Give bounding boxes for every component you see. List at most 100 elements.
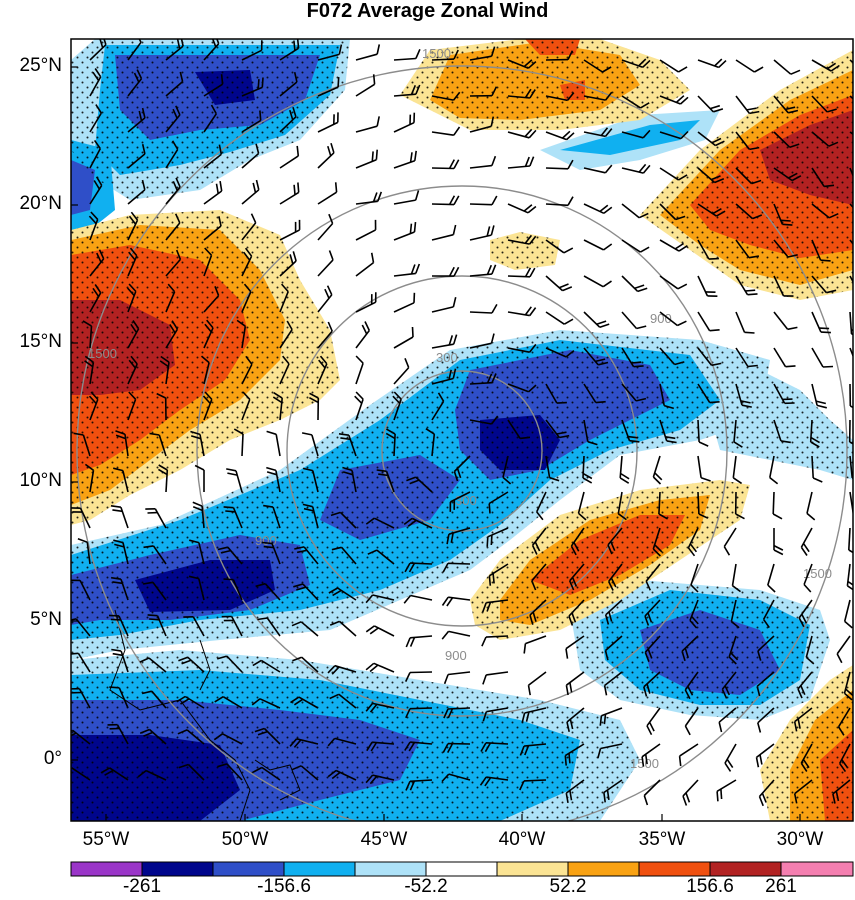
wind-barb-flag — [566, 132, 575, 141]
wind-barb-flag — [290, 696, 300, 704]
wind-barb-flag — [84, 463, 94, 471]
wind-barb-flag — [266, 466, 277, 472]
wind-barb-flag — [644, 652, 650, 662]
wind-barb — [507, 347, 530, 353]
wind-barb — [279, 363, 290, 385]
wind-barb-flag — [484, 777, 492, 787]
wind-barb — [355, 125, 378, 133]
wind-barb-flag — [366, 741, 373, 752]
wind-barb-flag — [291, 621, 302, 627]
wind-barb-flag — [104, 769, 114, 776]
wind-barb-flag — [408, 562, 416, 573]
wind-barb-flag — [365, 517, 375, 525]
wind-barb-flag — [602, 280, 612, 288]
wind-barb-flag — [638, 58, 647, 67]
wind-barb — [89, 112, 102, 133]
wind-barb-flag — [143, 731, 154, 737]
wind-barb — [127, 189, 146, 205]
wind-barb — [152, 581, 167, 601]
colorbar-swatch — [780, 861, 854, 877]
wind-barb-flag — [404, 358, 410, 368]
wind-barb-flag — [716, 791, 719, 802]
wind-barb-flag — [331, 666, 340, 675]
wind-barb-flag — [528, 384, 537, 393]
wind-barb-flag — [415, 263, 421, 274]
wind-barb — [312, 470, 319, 493]
wind-barb-flag — [450, 532, 454, 543]
wind-barb-flag — [751, 179, 762, 185]
colorbar-swatch — [283, 861, 356, 877]
wind-barb-flag — [442, 562, 449, 573]
wind-barb-flag — [674, 361, 685, 366]
ring-label: 1500 — [422, 46, 451, 61]
wind-barb-flag — [369, 627, 379, 635]
wind-barb-flag — [452, 334, 458, 345]
wind-barb-flag — [482, 711, 488, 722]
wind-barb-flag — [486, 373, 493, 384]
wind-barb-flag — [296, 549, 308, 554]
wind-barb-flag — [404, 741, 411, 751]
wind-barb-flag — [141, 179, 146, 190]
wind-barb-flag — [488, 575, 492, 586]
wind-barb-flag — [644, 754, 648, 765]
wind-barb — [431, 434, 436, 457]
wind-barb — [545, 95, 568, 102]
wind-barb — [690, 563, 699, 586]
wind-barb-flag — [690, 584, 699, 593]
wind-barb-flag — [565, 648, 569, 659]
wind-barb-flag — [302, 467, 313, 472]
wind-barb-flag — [110, 505, 122, 508]
wind-barb-flag — [243, 283, 252, 293]
wind-barb — [355, 83, 376, 97]
wind-barb-flag — [90, 211, 99, 220]
wind-barb-flag — [329, 620, 340, 626]
wind-barb-flag — [216, 39, 220, 44]
lon-label: 35°W — [638, 829, 686, 850]
wind-barb — [431, 58, 455, 61]
wind-barb — [148, 657, 167, 673]
wind-barb — [89, 470, 95, 493]
wind-barb — [165, 148, 179, 169]
wind-barb-flag — [73, 432, 84, 436]
wind-barb-flag — [443, 674, 449, 685]
wind-barb-flag — [160, 355, 170, 363]
wind-barb — [730, 599, 737, 622]
wind-barb-flag — [294, 546, 305, 550]
wind-barb-flag — [332, 589, 342, 597]
wind-barb-flag — [293, 72, 298, 83]
wind-barb — [469, 419, 492, 425]
wind-barb-flag — [139, 728, 150, 734]
wind-barb-flag — [112, 509, 123, 513]
wind-barb-flag — [95, 176, 103, 186]
wind-barb-flag — [824, 184, 835, 188]
wind-barb — [373, 517, 395, 529]
wind-barb-flag — [143, 545, 154, 549]
wind-barb — [203, 113, 217, 133]
wind-barb-flag — [640, 246, 650, 253]
wind-barb-flag — [563, 247, 574, 254]
wind-barb-flag — [370, 742, 378, 752]
wind-barb-flag — [204, 247, 213, 256]
wind-barb-flag — [404, 672, 411, 682]
wind-barb-flag — [292, 251, 297, 262]
wind-barb-flag — [780, 440, 791, 444]
wind-barb-flag — [405, 780, 411, 791]
wind-barb-flag — [139, 657, 150, 663]
wind-barb — [158, 434, 167, 457]
lon-label: 30°W — [776, 829, 824, 850]
wind-barb-flag — [532, 611, 537, 622]
wind-barb-flag — [816, 404, 827, 409]
wind-barb-flag — [376, 44, 381, 55]
wind-barb-flag — [643, 795, 649, 806]
wind-barb-flag — [793, 721, 798, 732]
wind-barb-flag — [327, 737, 336, 747]
wind-barb-flag — [800, 546, 808, 556]
wind-barb-flag — [603, 206, 613, 214]
wind-barb-flag — [365, 702, 374, 712]
wind-barb-flag — [599, 715, 603, 726]
wind-barb-flag — [847, 580, 853, 586]
wind-barb — [617, 491, 623, 514]
wind-barb-flag — [619, 477, 630, 484]
wind-barb — [198, 542, 205, 565]
wind-barb-flag — [806, 512, 816, 521]
